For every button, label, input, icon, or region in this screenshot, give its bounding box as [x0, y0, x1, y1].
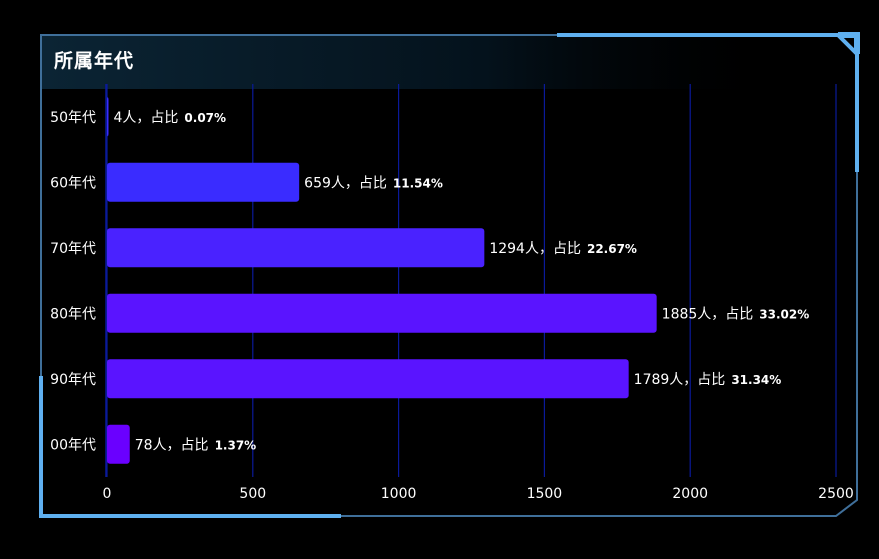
bar-90年代 [107, 359, 629, 399]
bar-percent-text: 11.54% [393, 176, 443, 190]
bar-count-text: 1294人，占比 [489, 241, 581, 257]
bar-value-label: 659人，占比 11.54% [304, 175, 443, 191]
bar-50年代 [107, 97, 109, 137]
x-tick-label: 2500 [818, 486, 854, 502]
bar-percent-text: 0.07% [184, 111, 226, 125]
bar-percent-text: 22.67% [587, 242, 637, 256]
y-category-label: 50年代 [50, 110, 96, 126]
title-header-band [41, 36, 781, 89]
x-tick-label: 0 [103, 486, 112, 502]
bar-percent-text: 1.37% [215, 438, 257, 452]
panel-title: 所属年代 [54, 50, 135, 72]
bar-60年代 [107, 162, 300, 202]
y-category-label: 60年代 [50, 175, 96, 191]
y-category-label: 00年代 [50, 437, 96, 453]
bar-value-label: 1885人，占比 33.02% [662, 306, 810, 322]
bar-80年代 [107, 293, 657, 333]
bar-count-text: 1885人，占比 [662, 306, 754, 322]
bar-count-text: 659人，占比 [304, 175, 387, 191]
x-tick-label: 1000 [381, 486, 417, 502]
bar-percent-text: 33.02% [759, 307, 809, 321]
x-tick-label: 500 [239, 486, 266, 502]
y-category-label: 70年代 [50, 241, 96, 257]
frame-corner-notch [838, 32, 860, 54]
x-tick-label: 1500 [527, 486, 563, 502]
bar-value-label: 78人，占比 1.37% [135, 437, 256, 453]
bar-00年代 [107, 424, 130, 464]
bar-value-label: 1294人，占比 22.67% [489, 241, 637, 257]
bar-count-text: 1789人，占比 [634, 372, 726, 388]
bar-count-text: 78人，占比 [135, 437, 209, 453]
frame-accent-bottom-left [39, 376, 341, 518]
bar-value-label: 1789人，占比 31.34% [634, 372, 782, 388]
frame-accent-top-right [557, 33, 859, 172]
y-category-label: 80年代 [50, 306, 96, 322]
bar-percent-text: 31.34% [731, 373, 781, 387]
y-category-label: 90年代 [50, 372, 96, 388]
bar-value-label: 4人，占比 0.07% [114, 110, 227, 126]
bar-count-text: 4人，占比 [114, 110, 179, 126]
bar-70年代 [107, 228, 485, 268]
x-tick-label: 2000 [672, 486, 708, 502]
